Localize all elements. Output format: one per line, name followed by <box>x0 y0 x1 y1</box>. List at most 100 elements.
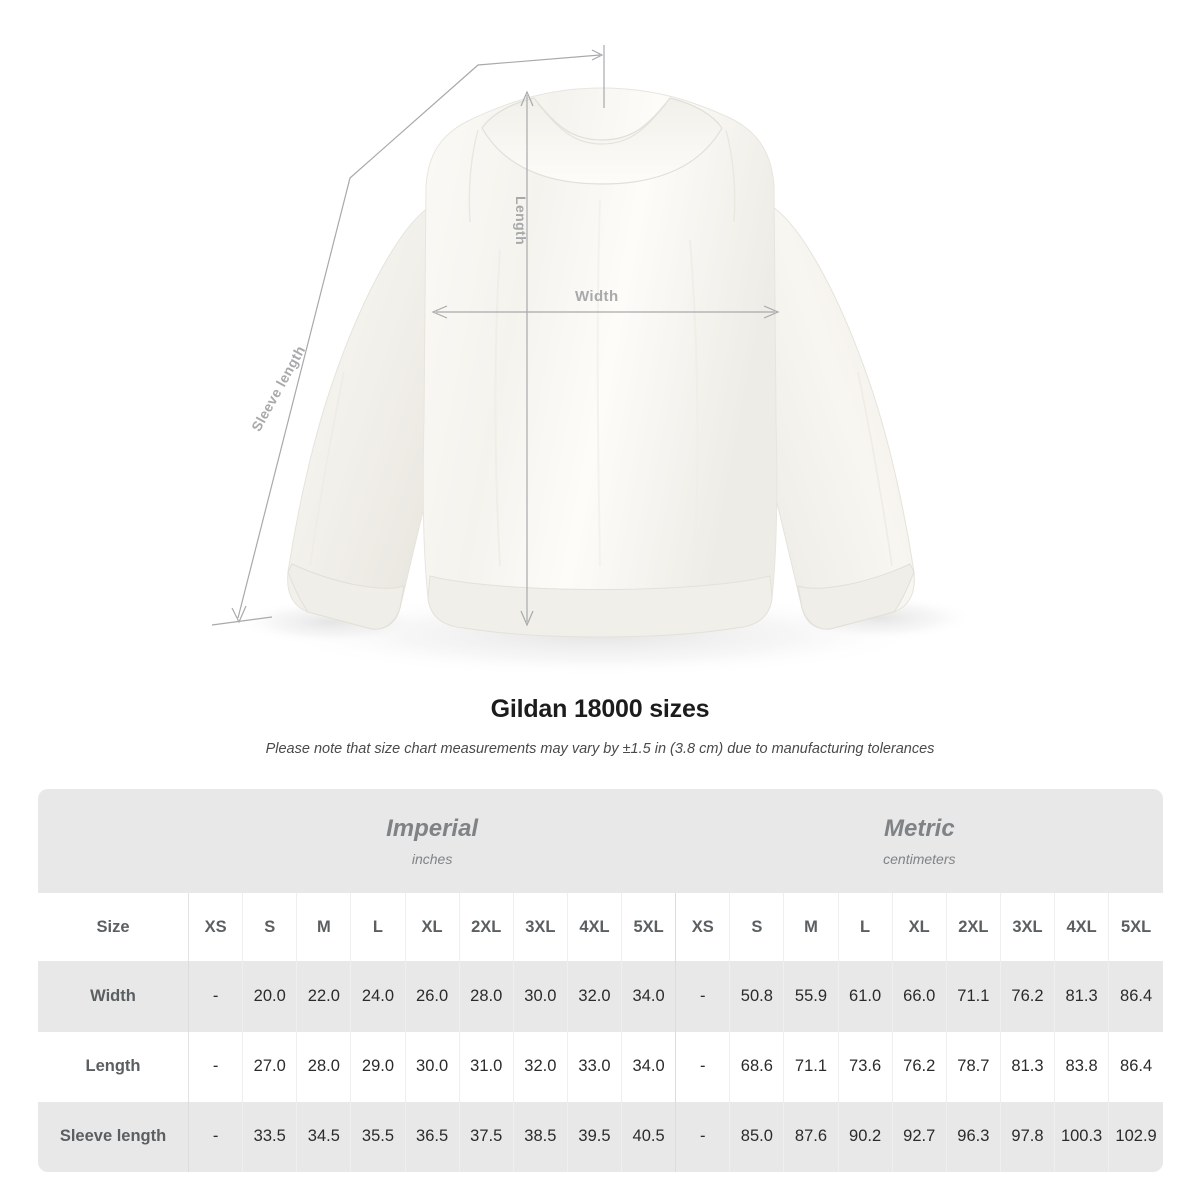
size-header-row: Size XS S M L XL 2XL 3XL 4XL 5XL XS S M … <box>38 893 1163 962</box>
cell-width-met-3xl: 76.2 <box>1000 961 1056 1032</box>
cell-width-imp-xs: - <box>188 961 244 1032</box>
cell-sleeve-imp-4xl: 39.5 <box>567 1101 623 1172</box>
size-header-met-xl: XL <box>892 893 947 962</box>
unit-block-metric-sub: centimeters <box>883 851 956 868</box>
cell-width-met-4xl: 81.3 <box>1054 961 1110 1032</box>
cell-length-met-3xl: 81.3 <box>1000 1031 1056 1102</box>
cell-length-imp-2xl: 31.0 <box>459 1031 514 1102</box>
sleeve-length-guide-line <box>237 54 601 619</box>
cell-sleeve-imp-xs: - <box>188 1101 244 1172</box>
cell-width-imp-xl: 26.0 <box>405 961 460 1032</box>
length-annotation-label: Length <box>513 196 529 246</box>
cell-length-imp-3xl: 32.0 <box>513 1031 568 1102</box>
table-row: Width - 20.0 22.0 24.0 26.0 28.0 30.0 32… <box>38 961 1163 1032</box>
cell-length-met-m: 71.1 <box>783 1031 839 1102</box>
cell-length-imp-xs: - <box>188 1031 244 1102</box>
cell-width-imp-2xl: 28.0 <box>459 961 514 1032</box>
cell-width-met-xs: - <box>675 961 731 1032</box>
cell-sleeve-imp-2xl: 37.5 <box>459 1101 514 1172</box>
size-header-met-5xl: 5XL <box>1108 893 1163 962</box>
cell-sleeve-imp-5xl: 40.5 <box>621 1101 677 1172</box>
cell-width-met-xl: 66.0 <box>892 961 947 1032</box>
cell-sleeve-imp-l: 35.5 <box>350 1101 406 1172</box>
cell-sleeve-met-l: 90.2 <box>838 1101 893 1172</box>
size-header-imp-5xl: 5XL <box>621 893 677 962</box>
size-table: Imperial inches Metric centimeters Size … <box>38 789 1163 1172</box>
row-label-sleeve-length: Sleeve length <box>38 1101 190 1172</box>
size-header-imp-4xl: 4XL <box>567 893 623 962</box>
cell-sleeve-met-4xl: 100.3 <box>1054 1101 1110 1172</box>
cell-width-met-l: 61.0 <box>838 961 893 1032</box>
size-header-met-s: S <box>729 893 785 962</box>
product-photo-area: Length Width Sleeve length <box>211 45 975 677</box>
cell-width-imp-5xl: 34.0 <box>621 961 677 1032</box>
cell-width-imp-m: 22.0 <box>296 961 352 1032</box>
unit-block-imperial-sub: inches <box>411 851 453 868</box>
size-header-imp-2xl: 2XL <box>459 893 514 962</box>
size-header-label: Size <box>38 893 190 962</box>
cell-sleeve-imp-3xl: 38.5 <box>513 1101 568 1172</box>
measurement-guides <box>211 45 780 627</box>
size-header-met-4xl: 4XL <box>1054 893 1110 962</box>
table-row: Sleeve length - 33.5 34.5 35.5 36.5 37.5… <box>38 1101 1163 1172</box>
cell-length-imp-m: 28.0 <box>296 1031 352 1102</box>
cell-length-met-l: 73.6 <box>838 1031 893 1102</box>
size-header-met-m: M <box>783 893 839 962</box>
cell-width-met-s: 50.8 <box>729 961 785 1032</box>
unit-block-metric-name: Metric <box>883 814 955 842</box>
cell-sleeve-imp-xl: 36.5 <box>405 1101 460 1172</box>
table-row: Length - 27.0 28.0 29.0 30.0 31.0 32.0 3… <box>38 1031 1163 1102</box>
size-header-imp-m: M <box>296 893 352 962</box>
cell-length-imp-5xl: 34.0 <box>621 1031 677 1102</box>
size-header-imp-xl: XL <box>405 893 460 962</box>
cell-length-met-2xl: 78.7 <box>946 1031 1001 1102</box>
cell-sleeve-met-3xl: 97.8 <box>1000 1101 1056 1172</box>
cell-length-imp-xl: 30.0 <box>405 1031 460 1102</box>
cell-sleeve-met-xl: 92.7 <box>892 1101 947 1172</box>
cell-sleeve-imp-s: 33.5 <box>242 1101 298 1172</box>
cell-length-met-s: 68.6 <box>729 1031 785 1102</box>
unit-block-imperial: Imperial inches <box>188 789 676 894</box>
width-annotation-label: Width <box>575 288 619 305</box>
unit-block-imperial-name: Imperial <box>386 814 479 842</box>
size-header-met-l: L <box>838 893 893 962</box>
tolerance-note: Please note that size chart measurements… <box>265 741 935 757</box>
cell-length-met-xl: 76.2 <box>892 1031 947 1102</box>
cell-length-met-xs: - <box>675 1031 731 1102</box>
size-header-imp-s: S <box>242 893 298 962</box>
cell-length-met-5xl: 86.4 <box>1108 1031 1163 1102</box>
cell-length-imp-s: 27.0 <box>242 1031 298 1102</box>
row-label-length: Length <box>38 1031 190 1102</box>
size-header-imp-l: L <box>350 893 406 962</box>
size-header-met-xs: XS <box>675 893 731 962</box>
cell-length-imp-4xl: 33.0 <box>567 1031 623 1102</box>
cell-width-imp-l: 24.0 <box>350 961 406 1032</box>
sweatshirt-illustration <box>211 45 975 677</box>
cell-sleeve-met-s: 85.0 <box>729 1101 785 1172</box>
size-header-imp-xs: XS <box>188 893 244 962</box>
size-table-container: Imperial inches Metric centimeters Size … <box>38 789 1163 1172</box>
cell-width-met-5xl: 86.4 <box>1108 961 1163 1032</box>
cell-sleeve-met-5xl: 102.9 <box>1108 1101 1163 1172</box>
unit-banner-row: Imperial inches Metric centimeters <box>38 789 1163 894</box>
cell-sleeve-met-xs: - <box>675 1101 731 1172</box>
size-header-met-2xl: 2XL <box>946 893 1001 962</box>
cell-length-met-4xl: 83.8 <box>1054 1031 1110 1102</box>
row-label-width: Width <box>38 961 190 1032</box>
size-header-imp-3xl: 3XL <box>513 893 568 962</box>
size-header-met-3xl: 3XL <box>1000 893 1056 962</box>
cell-width-imp-4xl: 32.0 <box>567 961 623 1032</box>
sleeve-bottom-tick <box>211 616 273 626</box>
cell-sleeve-met-m: 87.6 <box>783 1101 839 1172</box>
cell-width-imp-3xl: 30.0 <box>513 961 568 1032</box>
cell-width-met-2xl: 71.1 <box>946 961 1001 1032</box>
title-block: Gildan 18000 sizes Please note that size… <box>0 695 1200 757</box>
cell-width-met-m: 55.9 <box>783 961 839 1032</box>
page-title: Gildan 18000 sizes <box>490 695 710 723</box>
cell-sleeve-met-2xl: 96.3 <box>946 1101 1001 1172</box>
unit-block-metric: Metric centimeters <box>675 789 1163 894</box>
cell-length-imp-l: 29.0 <box>350 1031 406 1102</box>
cell-width-imp-s: 20.0 <box>242 961 298 1032</box>
unit-banner-spacer <box>38 789 189 894</box>
